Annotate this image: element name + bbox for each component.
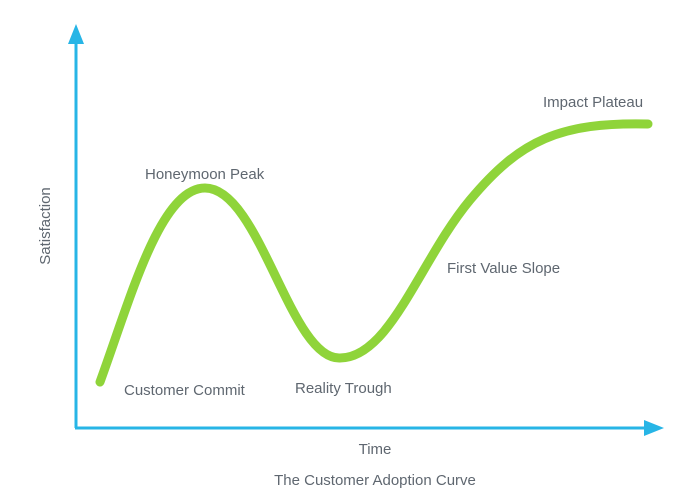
- diagram-caption: The Customer Adoption Curve: [274, 472, 476, 489]
- y-axis-label: Satisfaction: [37, 187, 54, 265]
- stage-label-first-value-slope: First Value Slope: [447, 260, 560, 277]
- x-axis-label: Time: [359, 441, 392, 458]
- adoption-curve: [95, 119, 653, 387]
- stage-label-honeymoon-peak: Honeymoon Peak: [145, 166, 265, 183]
- stage-label-reality-trough: Reality Trough: [295, 380, 392, 397]
- y-axis-arrow-icon: [68, 24, 84, 44]
- stage-label-customer-commit: Customer Commit: [124, 382, 246, 399]
- stage-label-impact-plateau: Impact Plateau: [543, 94, 643, 111]
- x-axis-arrow-icon: [644, 420, 664, 436]
